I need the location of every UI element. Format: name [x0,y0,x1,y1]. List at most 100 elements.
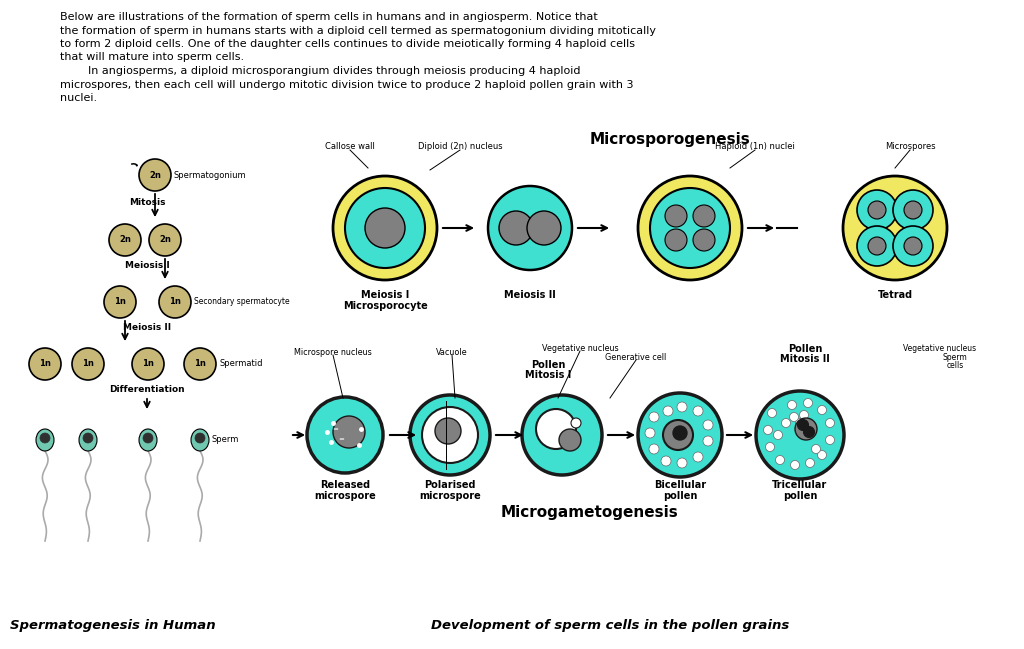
Text: 1n: 1n [114,297,126,306]
Circle shape [804,426,814,437]
Circle shape [522,395,602,475]
Circle shape [766,443,774,452]
Circle shape [808,424,816,434]
Circle shape [663,420,693,450]
Text: Generative cell: Generative cell [605,353,667,362]
Circle shape [422,407,478,463]
Text: Microsporocyte: Microsporocyte [343,301,427,311]
Circle shape [410,395,490,475]
Text: Sperm: Sperm [212,435,240,445]
Text: Vegetative nucleus: Vegetative nucleus [542,344,618,353]
Text: microspore: microspore [419,491,481,501]
Circle shape [800,411,809,419]
Circle shape [811,445,820,454]
Circle shape [693,205,715,227]
Text: 2n: 2n [150,171,161,180]
Circle shape [650,188,730,268]
Circle shape [843,176,947,280]
Text: Meiosis II: Meiosis II [504,290,556,300]
Circle shape [365,208,406,248]
Text: Tetrad: Tetrad [878,290,912,300]
Circle shape [796,419,805,428]
Ellipse shape [191,429,209,451]
Circle shape [184,348,216,380]
Text: Microsporogenesis: Microsporogenesis [590,132,751,147]
Circle shape [663,406,673,416]
Circle shape [868,237,886,255]
Circle shape [150,224,181,256]
Circle shape [435,418,461,444]
Circle shape [143,433,153,443]
Circle shape [857,226,897,266]
Circle shape [857,190,897,230]
Circle shape [673,426,687,440]
Text: Mitosis: Mitosis [129,198,165,207]
Ellipse shape [79,429,97,451]
Circle shape [29,348,61,380]
Circle shape [83,433,93,443]
Circle shape [693,229,715,251]
Circle shape [649,412,659,422]
Text: Meiosis II: Meiosis II [123,323,171,332]
Circle shape [787,400,797,410]
Text: nuclei.: nuclei. [60,93,97,103]
Circle shape [904,237,922,255]
Circle shape [795,418,817,440]
Text: that will mature into sperm cells.: that will mature into sperm cells. [60,53,244,62]
Circle shape [817,450,826,459]
Circle shape [775,456,784,465]
Circle shape [693,452,703,462]
Ellipse shape [139,429,157,451]
Text: to form 2 diploid cells. One of the daughter cells continues to divide meiotical: to form 2 diploid cells. One of the daug… [60,39,635,49]
Circle shape [904,201,922,219]
Circle shape [693,406,703,416]
Circle shape [307,397,383,473]
Text: pollen: pollen [663,491,697,501]
Circle shape [571,418,581,428]
Text: Bicellular: Bicellular [654,480,707,490]
Text: Sperm: Sperm [943,353,968,362]
Circle shape [825,419,835,428]
Text: Spermatogonium: Spermatogonium [174,171,247,180]
Circle shape [499,211,534,245]
Circle shape [536,409,575,449]
Circle shape [333,176,437,280]
Text: Differentiation: Differentiation [110,385,184,394]
Text: microspores, then each cell will undergo mitotic division twice to produce 2 hap: microspores, then each cell will undergo… [60,79,634,90]
Text: cells: cells [946,361,964,370]
Circle shape [488,186,572,270]
Circle shape [665,229,687,251]
Text: Microspores: Microspores [885,142,935,151]
Circle shape [773,430,782,439]
Circle shape [333,416,365,448]
Text: pollen: pollen [782,491,817,501]
Text: Mitosis I: Mitosis I [525,370,571,380]
Circle shape [791,461,800,469]
Text: =: = [332,426,338,432]
Circle shape [665,205,687,227]
Circle shape [662,456,671,466]
Circle shape [756,391,844,479]
Circle shape [806,458,814,467]
Text: Microgametogenesis: Microgametogenesis [501,505,679,520]
Text: Haploid (1n) nuclei: Haploid (1n) nuclei [715,142,795,151]
Text: Microspore nucleus: Microspore nucleus [294,348,372,357]
Text: Polarised: Polarised [424,480,476,490]
FancyArrowPatch shape [132,164,137,165]
Circle shape [825,435,835,445]
Circle shape [893,226,933,266]
Circle shape [804,398,812,408]
Circle shape [677,402,687,412]
Circle shape [527,211,561,245]
Circle shape [345,188,425,268]
Text: 1n: 1n [39,360,51,369]
Text: 1n: 1n [169,297,181,306]
Text: In angiosperms, a diploid microsporangium divides through meiosis producing 4 ha: In angiosperms, a diploid microsporangiu… [60,66,581,76]
Circle shape [790,413,799,421]
Text: Diploid (2n) nucleus: Diploid (2n) nucleus [418,142,503,151]
Text: Mitosis II: Mitosis II [780,354,829,364]
Circle shape [132,348,164,380]
Text: Meiosis I: Meiosis I [125,261,169,270]
Text: Pollen: Pollen [530,360,565,370]
Text: Below are illustrations of the formation of sperm cells in humans and in angiosp: Below are illustrations of the formation… [60,12,598,22]
